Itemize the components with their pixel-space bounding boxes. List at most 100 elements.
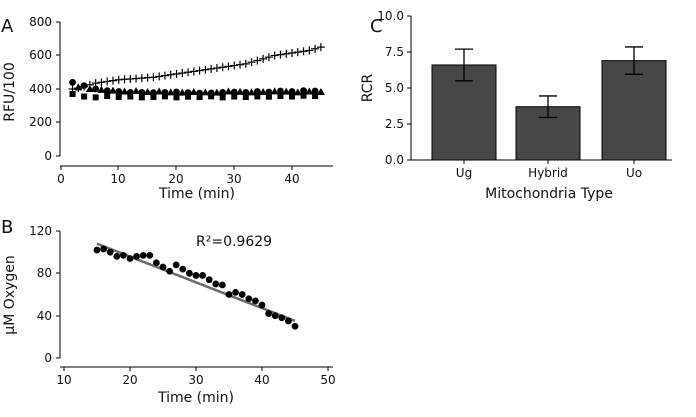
panel-a-point-circle bbox=[92, 85, 100, 93]
panel-b-point bbox=[133, 253, 141, 260]
panel-b-point bbox=[146, 251, 154, 259]
panel-a-point-square bbox=[150, 94, 157, 101]
panel-a-point-square bbox=[219, 94, 226, 101]
panel-a-point-triangle bbox=[212, 88, 221, 96]
panel-b-xtick-label: 20 bbox=[122, 373, 137, 387]
panel-c-errorbar-ug bbox=[455, 48, 473, 82]
panel-a-point-square bbox=[173, 94, 180, 101]
panel-b-point bbox=[120, 251, 127, 259]
panel-b-point bbox=[159, 263, 167, 271]
panel-a-series-triangle bbox=[74, 83, 325, 96]
panel-b-ytick-label: 40 bbox=[37, 309, 52, 323]
panel-a-point-circle bbox=[69, 78, 76, 86]
panel-a-point-cross bbox=[247, 58, 256, 67]
panel-b-point bbox=[139, 251, 147, 259]
panel-c-bar-uo bbox=[601, 60, 667, 161]
panel-a-point-cross bbox=[305, 46, 314, 55]
panel-a-point-square bbox=[138, 94, 145, 101]
panel-a-point-circle bbox=[173, 88, 180, 96]
panel-a-point-square bbox=[289, 93, 295, 100]
panel-a-point-cross bbox=[230, 61, 239, 70]
panel-b-point bbox=[179, 265, 187, 273]
panel-a-point-square bbox=[104, 93, 111, 100]
panel-b-point bbox=[106, 248, 114, 256]
panel-a-xticks: 0 10 20 30 40 bbox=[57, 166, 300, 186]
panel-b-point bbox=[199, 272, 207, 279]
panel-a-ytick-label: 600 bbox=[29, 48, 52, 62]
panel-b-xtick-label: 50 bbox=[320, 373, 335, 387]
panel-a-point-square bbox=[185, 93, 192, 100]
panel-a-point-cross bbox=[201, 65, 210, 74]
panel-a-point-cross bbox=[195, 66, 204, 75]
panel-a-point-triangle bbox=[305, 87, 314, 95]
panel-a-point-circle bbox=[80, 82, 88, 90]
panel-a-point-cross bbox=[155, 72, 164, 81]
panel-b-xtick-label: 30 bbox=[188, 373, 203, 387]
panel-a-point-triangle bbox=[178, 88, 187, 96]
panel-a-point-cross bbox=[212, 64, 221, 73]
panel-a-point-circle bbox=[300, 87, 307, 95]
panel-a-point-triangle bbox=[155, 87, 164, 95]
panel-c-yticks: 10.0 7.5 5.0 2.5 0.0 bbox=[377, 9, 411, 167]
panel-a-series-square bbox=[69, 91, 319, 101]
panel-b-point bbox=[100, 245, 107, 253]
panel-a-point-cross bbox=[293, 48, 302, 57]
panel-a-point-square bbox=[161, 93, 168, 100]
panel-a-point-triangle bbox=[293, 88, 302, 96]
panel-b-point bbox=[265, 310, 272, 317]
panel-a-point-cross bbox=[270, 51, 279, 60]
panel-a-point-triangle bbox=[85, 85, 94, 92]
panel-a: A 800 600 400 200 0 0 10 20 30 40 Time (… bbox=[1, 15, 333, 202]
panel-a-point-triangle bbox=[236, 87, 245, 95]
panel-c-ytick-label: 7.5 bbox=[385, 45, 404, 59]
panel-a-marks bbox=[68, 43, 325, 101]
panel-c-ytick-label: 2.5 bbox=[385, 117, 404, 131]
panel-a-x-label: Time (min) bbox=[158, 186, 235, 202]
panel-a-series-cross bbox=[68, 43, 325, 93]
panel-b-point bbox=[205, 276, 213, 284]
panel-b-point bbox=[285, 317, 292, 325]
panel-b-point bbox=[245, 295, 253, 303]
panel-a-point-square bbox=[242, 94, 249, 101]
panel-a-point-circle bbox=[219, 88, 227, 96]
panel-a-point-cross bbox=[288, 48, 296, 57]
panel-a-point-circle bbox=[277, 87, 284, 95]
panel-a-ytick-label: 0 bbox=[44, 149, 52, 163]
panel-b-x-label: Time (min) bbox=[157, 390, 234, 406]
panel-a-point-triangle bbox=[282, 87, 291, 95]
panel-a-xtick-label: 30 bbox=[226, 172, 241, 186]
panel-b-point bbox=[225, 291, 233, 298]
panel-a-point-cross bbox=[264, 53, 273, 62]
panel-b-marks bbox=[93, 242, 299, 330]
panel-b-point bbox=[238, 291, 246, 298]
panel-a-point-square bbox=[254, 93, 261, 100]
panel-b-xtick-label: 10 bbox=[56, 373, 71, 387]
panel-a-xtick-label: 20 bbox=[168, 172, 183, 186]
panel-b-ytick-label: 80 bbox=[37, 266, 52, 280]
panel-a-point-square bbox=[115, 94, 122, 101]
panel-a-xtick-label: 10 bbox=[110, 172, 125, 186]
panel-a-point-triangle bbox=[132, 87, 141, 95]
panel-a-point-triangle bbox=[247, 88, 256, 96]
panel-b: B 120 80 40 0 10 20 30 40 50 Time (min) … bbox=[1, 217, 336, 406]
panel-a-point-triangle bbox=[74, 83, 83, 91]
panel-a-y-label: RFU/100 bbox=[2, 62, 18, 121]
panel-a-point-cross bbox=[276, 50, 285, 59]
panel-b-point bbox=[291, 322, 299, 330]
panel-c-category-label: Hybrid bbox=[528, 166, 568, 180]
panel-a-point-square bbox=[92, 94, 99, 101]
panel-a-point-cross bbox=[166, 70, 175, 79]
panel-c-category-label: Ug bbox=[456, 166, 472, 180]
panel-b-point bbox=[258, 301, 266, 309]
panel-a-point-triangle bbox=[201, 88, 210, 96]
panel-a-point-cross bbox=[108, 76, 117, 85]
panel-b-point bbox=[153, 259, 160, 267]
panel-a-point-cross bbox=[316, 43, 325, 52]
panel-b-point bbox=[113, 253, 121, 260]
panel-a-point-circle bbox=[138, 88, 146, 96]
panel-b-xticks: 10 20 30 40 50 bbox=[56, 367, 336, 387]
panel-c-ytick-label: 5.0 bbox=[385, 81, 404, 95]
panel-a-point-triangle bbox=[259, 88, 268, 96]
panel-a-ytick-label: 200 bbox=[29, 115, 52, 129]
